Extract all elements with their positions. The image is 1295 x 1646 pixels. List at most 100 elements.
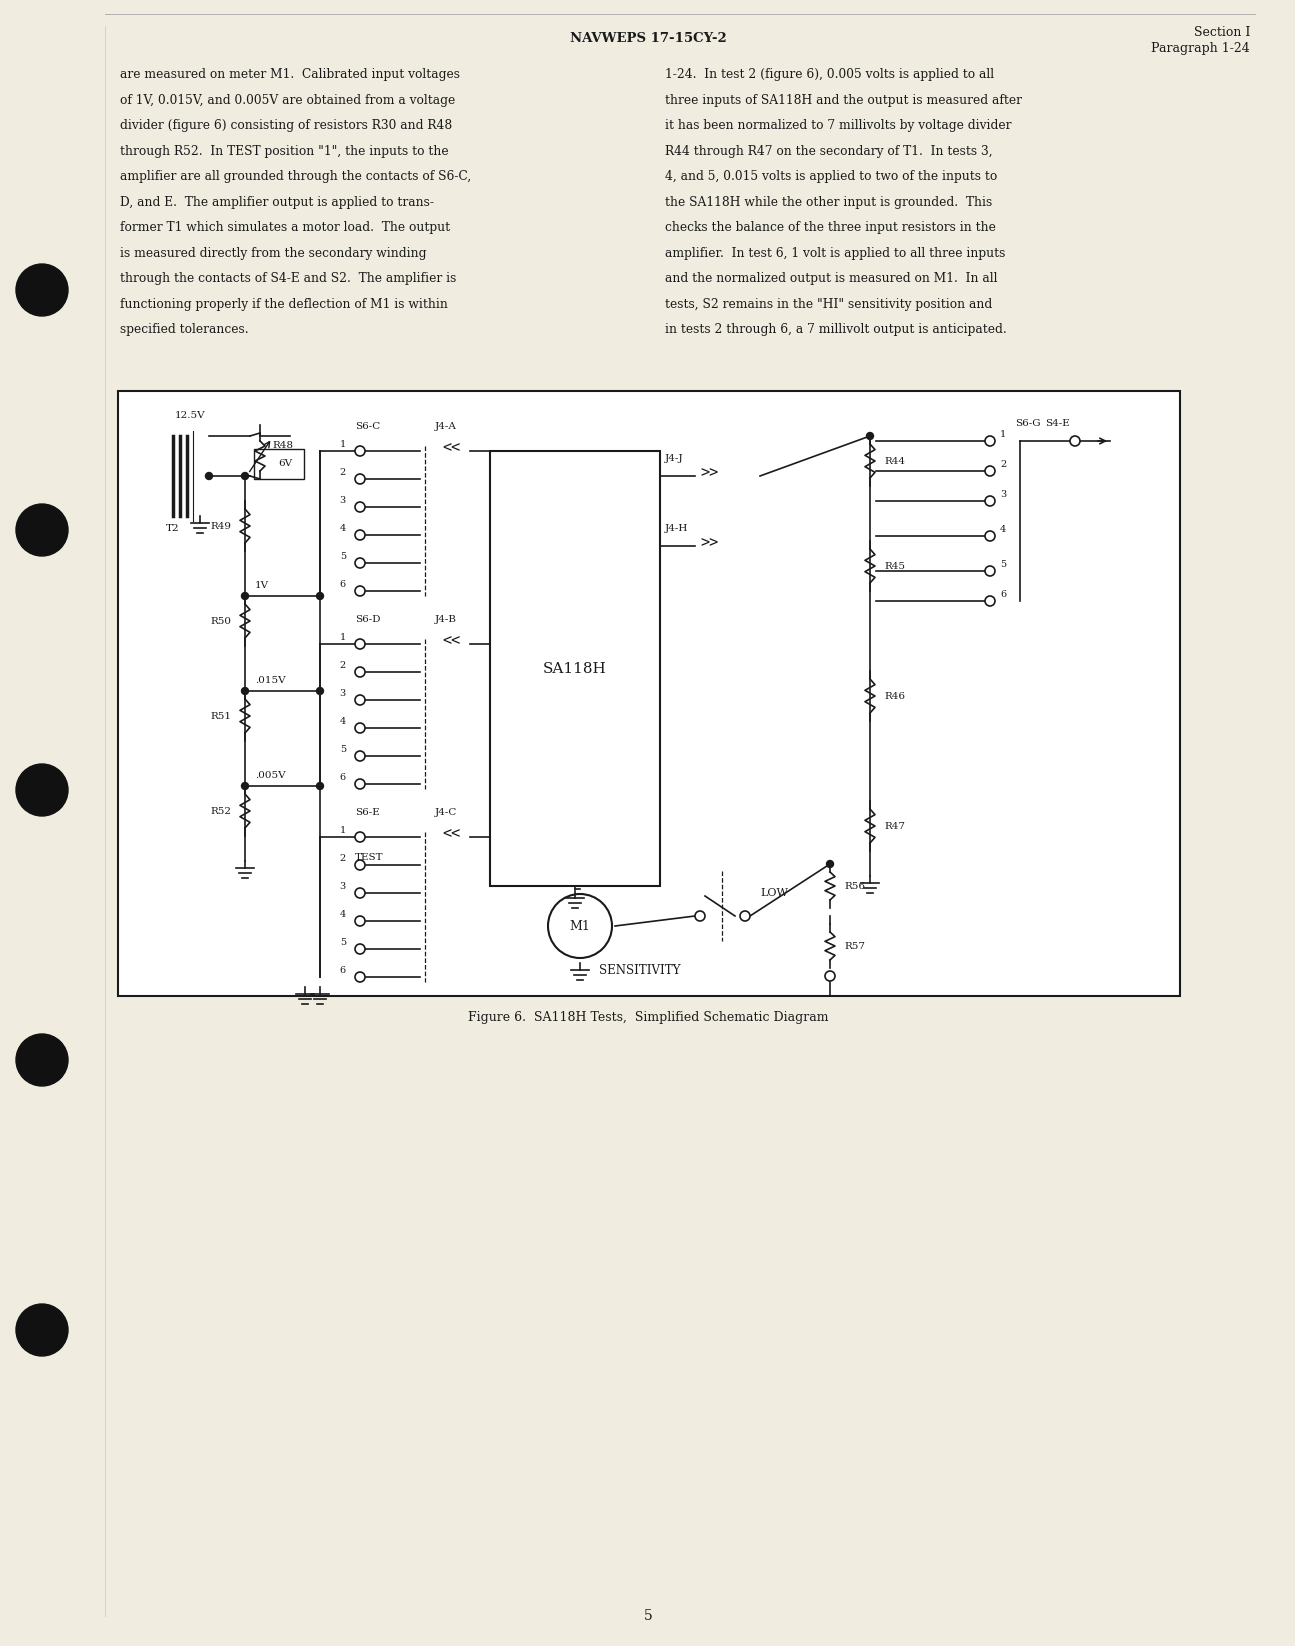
Text: 2: 2 <box>339 467 346 477</box>
Text: .015V: .015V <box>255 677 286 685</box>
Text: R52: R52 <box>210 807 231 815</box>
Circle shape <box>985 596 995 606</box>
Circle shape <box>355 667 365 677</box>
Text: 5: 5 <box>644 1610 653 1623</box>
Text: S4-E: S4-E <box>1045 420 1070 428</box>
Circle shape <box>826 861 834 867</box>
Text: of 1V, 0.015V, and 0.005V are obtained from a voltage: of 1V, 0.015V, and 0.005V are obtained f… <box>120 94 456 107</box>
Circle shape <box>355 446 365 456</box>
Text: 4: 4 <box>339 523 346 533</box>
Text: 6: 6 <box>1000 589 1006 599</box>
Text: 5: 5 <box>339 746 346 754</box>
Text: through R52.  In TEST position "1", the inputs to the: through R52. In TEST position "1", the i… <box>120 145 448 158</box>
Text: R49: R49 <box>210 522 231 530</box>
Text: R46: R46 <box>884 691 905 701</box>
Text: 5: 5 <box>1000 560 1006 570</box>
Text: Paragraph 1-24: Paragraph 1-24 <box>1151 41 1250 54</box>
Text: 3: 3 <box>339 495 346 505</box>
Text: three inputs of SA118H and the output is measured after: three inputs of SA118H and the output is… <box>666 94 1022 107</box>
Text: 4: 4 <box>339 718 346 726</box>
Circle shape <box>355 831 365 843</box>
Text: 1: 1 <box>1000 430 1006 439</box>
Text: S6-E: S6-E <box>355 808 379 816</box>
Text: J4-A: J4-A <box>435 421 457 431</box>
Text: SENSITIVITY: SENSITIVITY <box>600 965 681 978</box>
Text: M1: M1 <box>570 920 591 933</box>
Text: SA118H: SA118H <box>543 662 607 675</box>
Text: 5: 5 <box>339 551 346 561</box>
Text: former T1 which simulates a motor load.  The output: former T1 which simulates a motor load. … <box>120 221 451 234</box>
Text: T2: T2 <box>166 523 180 533</box>
Circle shape <box>355 586 365 596</box>
Text: functioning properly if the deflection of M1 is within: functioning properly if the deflection o… <box>120 298 448 311</box>
Text: J4-C: J4-C <box>435 808 457 816</box>
Circle shape <box>241 782 249 790</box>
Text: 2: 2 <box>339 662 346 670</box>
Text: 2: 2 <box>1000 459 1006 469</box>
Circle shape <box>355 859 365 871</box>
Circle shape <box>241 472 249 479</box>
Text: >>: >> <box>701 535 719 550</box>
Text: R44: R44 <box>884 456 905 466</box>
Text: 1: 1 <box>339 439 346 449</box>
Text: 2: 2 <box>339 854 346 863</box>
Circle shape <box>355 723 365 732</box>
Text: R47: R47 <box>884 821 905 831</box>
Circle shape <box>355 945 365 955</box>
Text: R44 through R47 on the secondary of T1.  In tests 3,: R44 through R47 on the secondary of T1. … <box>666 145 993 158</box>
Text: are measured on meter M1.  Calibrated input voltages: are measured on meter M1. Calibrated inp… <box>120 67 460 81</box>
Text: 6: 6 <box>339 966 346 974</box>
Circle shape <box>985 436 995 446</box>
Text: J4-J: J4-J <box>666 454 684 463</box>
Text: in tests 2 through 6, a 7 millivolt output is anticipated.: in tests 2 through 6, a 7 millivolt outp… <box>666 323 1006 336</box>
Text: 4: 4 <box>1000 525 1006 533</box>
Text: divider (figure 6) consisting of resistors R30 and R48: divider (figure 6) consisting of resisto… <box>120 119 452 132</box>
Text: R57: R57 <box>844 942 865 950</box>
Text: 5: 5 <box>339 938 346 946</box>
Circle shape <box>16 504 69 556</box>
Text: LOW: LOW <box>760 887 787 899</box>
Circle shape <box>985 466 995 476</box>
Circle shape <box>355 973 365 983</box>
Text: <<: << <box>442 441 460 456</box>
Bar <box>254 449 304 479</box>
Text: and the normalized output is measured on M1.  In all: and the normalized output is measured on… <box>666 272 997 285</box>
Text: NAVWEPS 17-15CY-2: NAVWEPS 17-15CY-2 <box>570 31 726 44</box>
Text: .005V: .005V <box>255 770 286 780</box>
Text: S6-G: S6-G <box>1015 420 1041 428</box>
Circle shape <box>16 764 69 816</box>
Bar <box>118 392 1180 996</box>
Text: R45: R45 <box>884 561 905 571</box>
Text: 6: 6 <box>339 579 346 589</box>
Text: S6-D: S6-D <box>355 616 381 624</box>
Text: J4-H: J4-H <box>666 523 689 533</box>
Circle shape <box>16 1304 69 1356</box>
Text: 1V: 1V <box>255 581 269 589</box>
Bar <box>490 451 660 886</box>
Text: the SA118H while the other input is grounded.  This: the SA118H while the other input is grou… <box>666 196 992 209</box>
Circle shape <box>16 263 69 316</box>
Circle shape <box>985 532 995 542</box>
Text: <<: << <box>442 634 460 649</box>
Circle shape <box>1070 436 1080 446</box>
Circle shape <box>355 887 365 899</box>
Text: R50: R50 <box>210 617 231 625</box>
Text: 1: 1 <box>339 634 346 642</box>
Circle shape <box>355 639 365 649</box>
Circle shape <box>241 593 249 599</box>
Text: TEST: TEST <box>355 853 383 863</box>
Circle shape <box>355 558 365 568</box>
Text: Figure 6.  SA118H Tests,  Simplified Schematic Diagram: Figure 6. SA118H Tests, Simplified Schem… <box>467 1012 829 1024</box>
Circle shape <box>355 751 365 760</box>
Text: >>: >> <box>701 466 719 481</box>
Text: specified tolerances.: specified tolerances. <box>120 323 249 336</box>
Circle shape <box>206 472 212 479</box>
Text: amplifier.  In test 6, 1 volt is applied to all three inputs: amplifier. In test 6, 1 volt is applied … <box>666 247 1005 260</box>
Text: amplifier are all grounded through the contacts of S6-C,: amplifier are all grounded through the c… <box>120 170 471 183</box>
Circle shape <box>316 688 324 695</box>
Text: 1-24.  In test 2 (figure 6), 0.005 volts is applied to all: 1-24. In test 2 (figure 6), 0.005 volts … <box>666 67 995 81</box>
Text: 4, and 5, 0.015 volts is applied to two of the inputs to: 4, and 5, 0.015 volts is applied to two … <box>666 170 997 183</box>
Text: is measured directly from the secondary winding: is measured directly from the secondary … <box>120 247 426 260</box>
Circle shape <box>985 566 995 576</box>
Text: R48: R48 <box>272 441 293 449</box>
